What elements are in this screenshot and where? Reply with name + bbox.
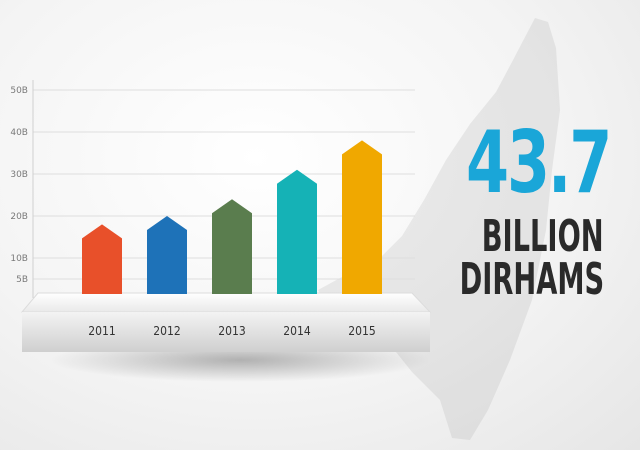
y-tick-label: 10B bbox=[10, 254, 28, 264]
y-tick-label: 20B bbox=[10, 212, 28, 222]
bar-2012 bbox=[147, 216, 187, 294]
x-category-label: 2012 bbox=[153, 324, 180, 338]
x-category-label: 2014 bbox=[283, 324, 311, 338]
category-labels: 2011 2012 2013 2014 2015 bbox=[88, 324, 375, 338]
bar-2013 bbox=[212, 199, 252, 294]
headline-unit-dirhams: DIRHAMS bbox=[459, 254, 604, 305]
headline-value: 43.7 bbox=[465, 113, 612, 213]
bar-2015 bbox=[342, 140, 382, 294]
y-tick-label: 30B bbox=[10, 170, 28, 180]
bars bbox=[82, 140, 382, 294]
x-category-label: 2013 bbox=[218, 324, 245, 338]
y-tick-label: 50B bbox=[10, 86, 28, 96]
bar-2011 bbox=[82, 224, 122, 294]
y-tick-label: 5B bbox=[16, 275, 28, 285]
y-tick-label: 40B bbox=[10, 128, 28, 138]
y-axis-ticks: 5B 10B 20B 30B 40B 50B bbox=[10, 86, 28, 285]
shelf-front bbox=[22, 312, 430, 352]
shelf-top bbox=[20, 292, 432, 313]
bar-2014 bbox=[277, 169, 317, 294]
x-category-label: 2011 bbox=[88, 324, 115, 338]
x-category-label: 2015 bbox=[348, 324, 375, 338]
headline-unit-billion: BILLION bbox=[482, 211, 604, 262]
